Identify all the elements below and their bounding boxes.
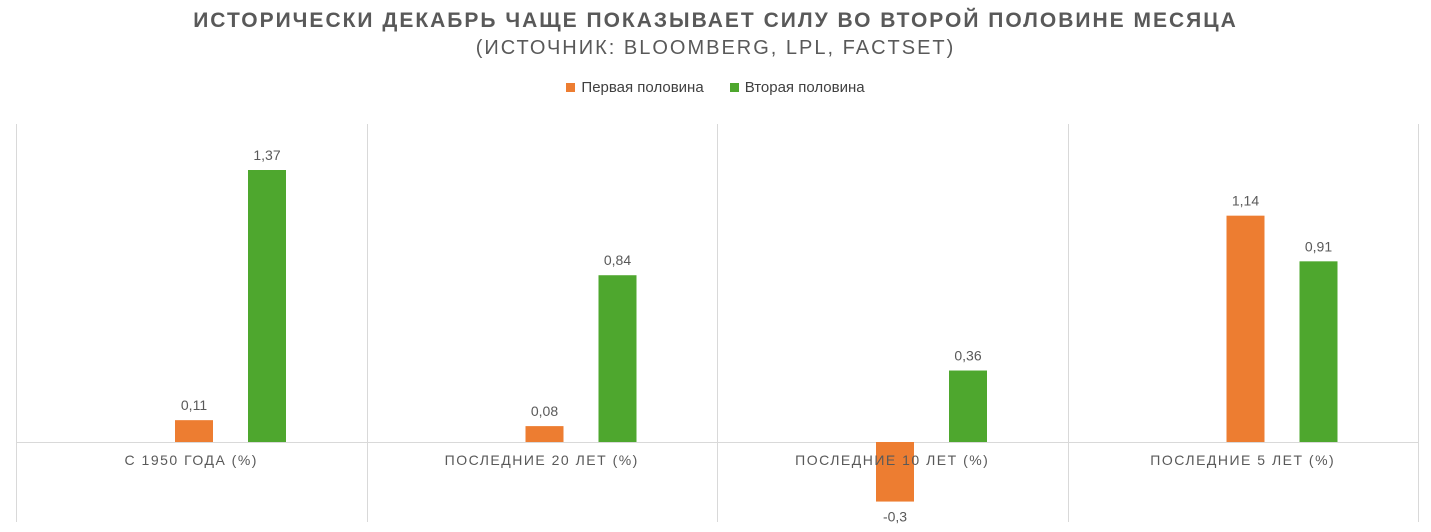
data-label: 0,91 — [1305, 238, 1332, 254]
data-label: 0,36 — [954, 348, 981, 364]
legend-swatch-second-half — [729, 83, 739, 92]
chart-legend: Первая половина Вторая половина — [0, 79, 1431, 96]
chart-title: ИСТОРИЧЕСКИ ДЕКАБРЬ ЧАЩЕ ПОКАЗЫВАЕТ СИЛУ… — [193, 9, 1238, 32]
data-label: 1,14 — [1232, 193, 1259, 209]
legend-label-second-half: Вторая половина — [744, 79, 865, 96]
bar-first-half — [525, 426, 564, 442]
data-label: 0,84 — [604, 252, 631, 268]
bar-first-half — [876, 442, 914, 502]
category-label: ПОСЛЕДНИЕ 5 ЛЕТ (%) — [1150, 452, 1335, 468]
data-label: 1,37 — [253, 147, 280, 163]
legend-item-first-half: Первая половина — [566, 79, 704, 96]
legend-item-second-half: Вторая половина — [729, 79, 865, 96]
bar-first-half — [1226, 215, 1265, 442]
data-label: -0,3 — [883, 509, 907, 525]
category-label: ПОСЛЕДНИЕ 20 ЛЕТ (%) — [445, 452, 639, 468]
bar-second-half — [598, 275, 637, 442]
category-label: ПОСЛЕДНИЕ 10 ЛЕТ (%) — [795, 452, 989, 468]
data-label: 0,08 — [531, 403, 558, 419]
legend-label-first-half: Первая половина — [581, 79, 704, 96]
category-label: С 1950 ГОДА (%) — [125, 452, 258, 468]
bar-second-half — [1299, 261, 1338, 442]
data-label: 0,11 — [181, 397, 207, 413]
bar-second-half — [248, 170, 286, 442]
bar-second-half — [949, 370, 987, 442]
legend-swatch-first-half — [566, 83, 576, 92]
bar-first-half — [175, 420, 213, 442]
chart-subtitle: (ИСТОЧНИК: BLOOMBERG, LPL, FACTSET) — [475, 37, 956, 59]
